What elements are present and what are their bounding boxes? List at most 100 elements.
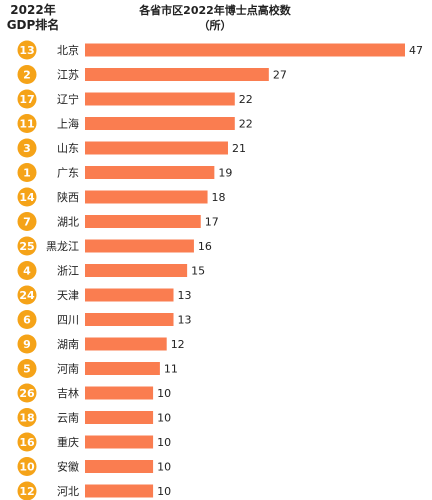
- bar: [85, 337, 167, 351]
- category-label: 四川: [57, 314, 79, 327]
- bar-row: 9 湖南 12: [17, 334, 185, 354]
- bar-row: 12 河北 10: [17, 481, 171, 500]
- bar: [85, 215, 201, 228]
- bar: [85, 264, 188, 277]
- bar: [85, 411, 154, 424]
- value-label: 47: [409, 44, 423, 57]
- gdp-rank-badge: [17, 261, 37, 280]
- bar-row: 26 吉林 10: [17, 383, 171, 403]
- gdp-rank-badge: [17, 310, 37, 329]
- value-label: 18: [212, 191, 226, 204]
- value-label: 10: [157, 436, 171, 449]
- value-label: 22: [239, 118, 253, 131]
- gdp-rank-header-line1: 2022年: [10, 3, 56, 17]
- gdp-rank-label: 7: [23, 216, 31, 229]
- category-label: 河北: [57, 485, 79, 498]
- bar-row: 10 安徽 10: [17, 457, 171, 476]
- category-label: 重庆: [57, 435, 79, 449]
- gdp-rank-label: 26: [19, 387, 35, 400]
- value-label: 27: [273, 69, 287, 82]
- value-label: 22: [239, 93, 253, 106]
- category-label: 广东: [57, 167, 79, 180]
- gdp-rank-label: 6: [23, 314, 31, 327]
- gdp-rank-badge: [17, 408, 37, 427]
- value-label: 19: [218, 167, 232, 180]
- bar: [85, 43, 405, 57]
- bar: [85, 141, 228, 155]
- gdp-rank-badge: [17, 236, 37, 256]
- value-label: 10: [157, 485, 171, 498]
- gdp-rank-badge: [17, 359, 37, 378]
- gdp-rank-badge: [17, 163, 37, 182]
- bar: [85, 386, 154, 400]
- value-label: 15: [191, 265, 205, 278]
- bar: [85, 190, 208, 204]
- bar-row: 16 重庆 10: [17, 432, 171, 452]
- bar: [85, 288, 174, 302]
- bar: [85, 68, 269, 81]
- category-label: 安徽: [57, 460, 79, 474]
- gdp-rank-label: 24: [19, 289, 35, 302]
- category-label: 天津: [57, 289, 79, 302]
- gdp-rank-header: 2022年 GDP排名: [0, 3, 66, 33]
- value-label: 21: [232, 142, 246, 155]
- gdp-rank-badge: [17, 285, 37, 305]
- category-label: 黑龙江: [46, 240, 79, 253]
- gdp-rank-label: 12: [19, 485, 34, 498]
- gdp-rank-label: 2: [23, 69, 31, 82]
- gdp-rank-label: 25: [19, 240, 34, 253]
- bar-row: 4 浙江 15: [17, 261, 205, 280]
- category-label: 上海: [57, 117, 79, 131]
- value-label: 10: [157, 412, 171, 425]
- bar-row: 14 陕西 18: [17, 187, 226, 207]
- gdp-rank-badge: [17, 457, 37, 476]
- value-label: 16: [198, 240, 212, 253]
- gdp-rank-badge: [17, 187, 37, 207]
- category-label: 河南: [57, 363, 79, 376]
- bar-row: 24 天津 13: [17, 285, 192, 305]
- value-label: 12: [171, 338, 185, 351]
- gdp-rank-label: 5: [23, 363, 31, 376]
- value-label: 13: [178, 314, 192, 327]
- gdp-rank-label: 16: [19, 436, 35, 449]
- bar: [85, 460, 154, 473]
- category-label: 山东: [57, 142, 79, 155]
- bar-row: 11 上海 22: [17, 114, 253, 133]
- gdp-rank-header-line2: GDP排名: [6, 18, 60, 32]
- bar-row: 25 黑龙江 16: [17, 236, 212, 256]
- gdp-rank-label: 17: [19, 93, 34, 106]
- bar-row: 2 江苏 27: [17, 65, 287, 84]
- gdp-rank-label: 4: [23, 265, 31, 278]
- gdp-rank-label: 14: [19, 191, 35, 204]
- category-label: 北京: [57, 43, 79, 57]
- gdp-rank-label: 10: [19, 461, 35, 474]
- gdp-rank-badge: [17, 383, 37, 403]
- gdp-rank-label: 13: [19, 44, 34, 57]
- bar: [85, 166, 215, 179]
- category-label: 吉林: [57, 386, 79, 400]
- value-label: 17: [205, 216, 219, 229]
- bar: [85, 362, 160, 375]
- gdp-rank-badge: [17, 334, 37, 354]
- value-label: 13: [178, 289, 192, 302]
- gdp-rank-badge: [17, 114, 37, 133]
- gdp-rank-label: 18: [19, 412, 34, 425]
- bar: [85, 117, 235, 130]
- gdp-rank-badge: [17, 212, 37, 231]
- bar-row: 18 云南 10: [17, 408, 171, 427]
- category-label: 陕西: [57, 190, 79, 204]
- gdp-rank-label: 1: [23, 167, 31, 180]
- category-label: 湖南: [57, 338, 79, 351]
- bar-row: 5 河南 11: [17, 359, 178, 378]
- gdp-rank-label: 3: [23, 142, 31, 155]
- chart-title-line2: （所）: [198, 19, 232, 32]
- bar: [85, 484, 154, 498]
- category-label: 浙江: [57, 265, 79, 278]
- gdp-rank-badge: [17, 65, 37, 84]
- bar-row: 3 山东 21: [17, 138, 246, 158]
- category-label: 云南: [57, 412, 79, 425]
- bar: [85, 239, 194, 253]
- gdp-rank-badge: [17, 138, 37, 158]
- value-label: 11: [164, 363, 178, 376]
